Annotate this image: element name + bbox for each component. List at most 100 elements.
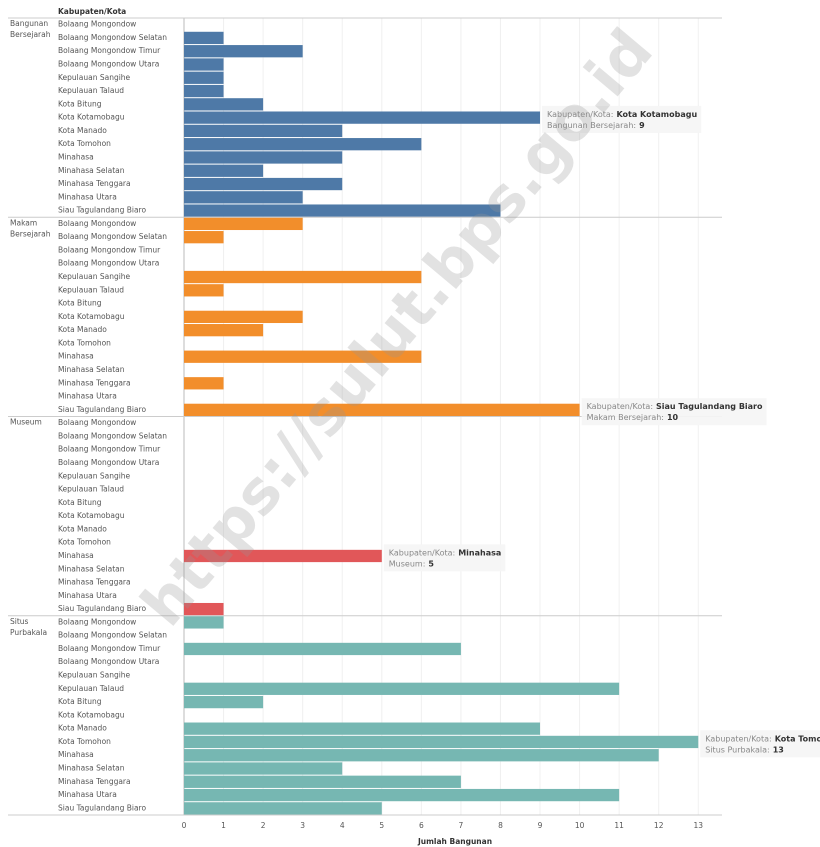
tooltip-line: Makam Bersejarah: 10 xyxy=(587,413,679,422)
tooltip-line: Museum: 5 xyxy=(389,559,435,568)
tooltip-key: Kabupaten/Kota: xyxy=(587,402,653,411)
row-label: Bolaang Mongondow Selatan xyxy=(58,33,167,42)
x-tick-label: 2 xyxy=(261,821,266,830)
row-label: Bolaang Mongondow Utara xyxy=(58,259,159,268)
bar xyxy=(184,695,264,709)
bar xyxy=(184,549,382,563)
row-label: Kota Kotamobagu xyxy=(58,312,125,321)
tooltip-bg xyxy=(542,105,702,133)
x-tick-label: 4 xyxy=(340,821,345,830)
row-label: Bolaang Mongondow Utara xyxy=(58,59,159,68)
row-label: Minahasa Selatan xyxy=(58,365,125,374)
row-label: Bolaang Mongondow Timur xyxy=(58,245,161,254)
bar xyxy=(184,217,303,231)
bar xyxy=(184,71,224,84)
bar xyxy=(184,204,501,217)
tooltip-bg xyxy=(700,730,820,758)
row-label: Minahasa Selatan xyxy=(58,166,125,175)
bar xyxy=(184,682,620,695)
row-label: Minahasa xyxy=(58,551,94,560)
row-label: Kota Bitung xyxy=(58,299,102,308)
row-label: Bolaang Mongondow Utara xyxy=(58,458,159,467)
x-tick-label: 9 xyxy=(538,821,543,830)
row-label: Kota Tomohon xyxy=(58,737,111,746)
row-label: Kepulauan Talaud xyxy=(58,684,124,693)
bar xyxy=(184,602,224,616)
bar xyxy=(184,377,224,390)
row-label: Bolaang Mongondow Selatan xyxy=(58,232,167,241)
bar xyxy=(184,310,303,324)
tooltip-name: Kota Tomohon xyxy=(775,734,820,743)
bar xyxy=(184,164,264,177)
row-label: Bolaang Mongondow Timur xyxy=(58,46,161,55)
tooltip-bg xyxy=(581,398,767,426)
row-label: Kepulauan Talaud xyxy=(58,285,124,294)
row-label: Kota Manado xyxy=(58,724,107,733)
row-label: Kota Kotamobagu xyxy=(58,113,125,122)
row-label: Siau Tagulandang Biaro xyxy=(58,405,146,414)
row-label: Minahasa xyxy=(58,750,94,759)
row-label: Minahasa Tenggara xyxy=(58,578,131,587)
bar xyxy=(184,735,699,749)
bar xyxy=(184,802,382,815)
row-label: Minahasa xyxy=(58,152,94,161)
row-label: Minahasa Tenggara xyxy=(58,179,131,188)
bar xyxy=(184,403,580,416)
row-label: Minahasa Selatan xyxy=(58,764,125,773)
tooltip-name: Siau Tagulandang Biaro xyxy=(656,402,763,411)
tooltip-measure: Makam Bersejarah: xyxy=(587,413,664,422)
row-label: Siau Tagulandang Biaro xyxy=(58,206,146,215)
row-header: Kabupaten/Kota xyxy=(58,7,126,16)
row-label: Kota Manado xyxy=(58,524,107,533)
row-label: Bolaang Mongondow xyxy=(58,219,136,228)
bar xyxy=(184,775,461,788)
tooltip-key: Kabupaten/Kota: xyxy=(705,734,771,743)
x-tick-label: 0 xyxy=(182,821,187,830)
tooltip-line: Kabupaten/Kota: Kota Kotamobagu xyxy=(547,109,697,118)
row-label: Minahasa Selatan xyxy=(58,564,125,573)
bar xyxy=(184,98,264,111)
bar xyxy=(184,788,620,802)
tooltip-value: 13 xyxy=(773,745,784,754)
group-label: Situs xyxy=(10,617,29,626)
x-tick-label: 6 xyxy=(419,821,424,830)
x-tick-label: 10 xyxy=(575,821,585,830)
row-label: Kota Bitung xyxy=(58,498,102,507)
tooltip-value: 10 xyxy=(667,413,679,422)
x-tick-label: 11 xyxy=(614,821,624,830)
x-tick-label: 1 xyxy=(221,821,226,830)
row-label: Kota Manado xyxy=(58,126,107,135)
row-label: Kota Tomohon xyxy=(58,338,111,347)
row-label: Bolaang Mongondow xyxy=(58,418,136,427)
x-tick-label: 13 xyxy=(693,821,703,830)
row-label: Bolaang Mongondow Utara xyxy=(58,657,159,666)
row-label: Kepulauan Sangihe xyxy=(58,471,131,480)
tooltip-key: Kabupaten/Kota: xyxy=(389,548,455,557)
tooltip: Kabupaten/Kota: Kota Kotamobagu Bangunan B… xyxy=(542,105,702,133)
row-label: Kota Bitung xyxy=(58,99,102,108)
row-label: Kota Tomohon xyxy=(58,139,111,148)
row-label: Minahasa Tenggara xyxy=(58,378,131,387)
bar xyxy=(184,284,224,297)
tooltip-key: Kabupaten/Kota: xyxy=(547,109,613,118)
row-label: Siau Tagulandang Biaro xyxy=(58,604,146,613)
bar xyxy=(184,762,343,775)
bar xyxy=(184,642,461,656)
x-tick-label: 3 xyxy=(300,821,305,830)
tooltip-name: Kota Kotamobagu xyxy=(616,109,697,118)
tooltip-line: Kabupaten/Kota: Minahasa xyxy=(389,548,502,557)
bar xyxy=(184,124,343,138)
tooltip-line: Bangunan Bersejarah: 9 xyxy=(547,120,645,129)
tooltip-bg xyxy=(383,544,506,572)
row-label: Bolaang Mongondow Selatan xyxy=(58,431,167,440)
row-label: Minahasa Utara xyxy=(58,192,117,201)
tooltip-line: Kabupaten/Kota: Siau Tagulandang Biaro xyxy=(587,402,763,411)
bar xyxy=(184,84,224,98)
tooltip-measure: Situs Purbakala: xyxy=(705,745,769,754)
row-label: Kota Kotamobagu xyxy=(58,511,125,520)
bar xyxy=(184,350,422,363)
row-label: Kepulauan Sangihe xyxy=(58,671,131,680)
tooltip-value: 9 xyxy=(639,120,645,129)
tooltip-line: Situs Purbakala: 13 xyxy=(705,745,784,754)
